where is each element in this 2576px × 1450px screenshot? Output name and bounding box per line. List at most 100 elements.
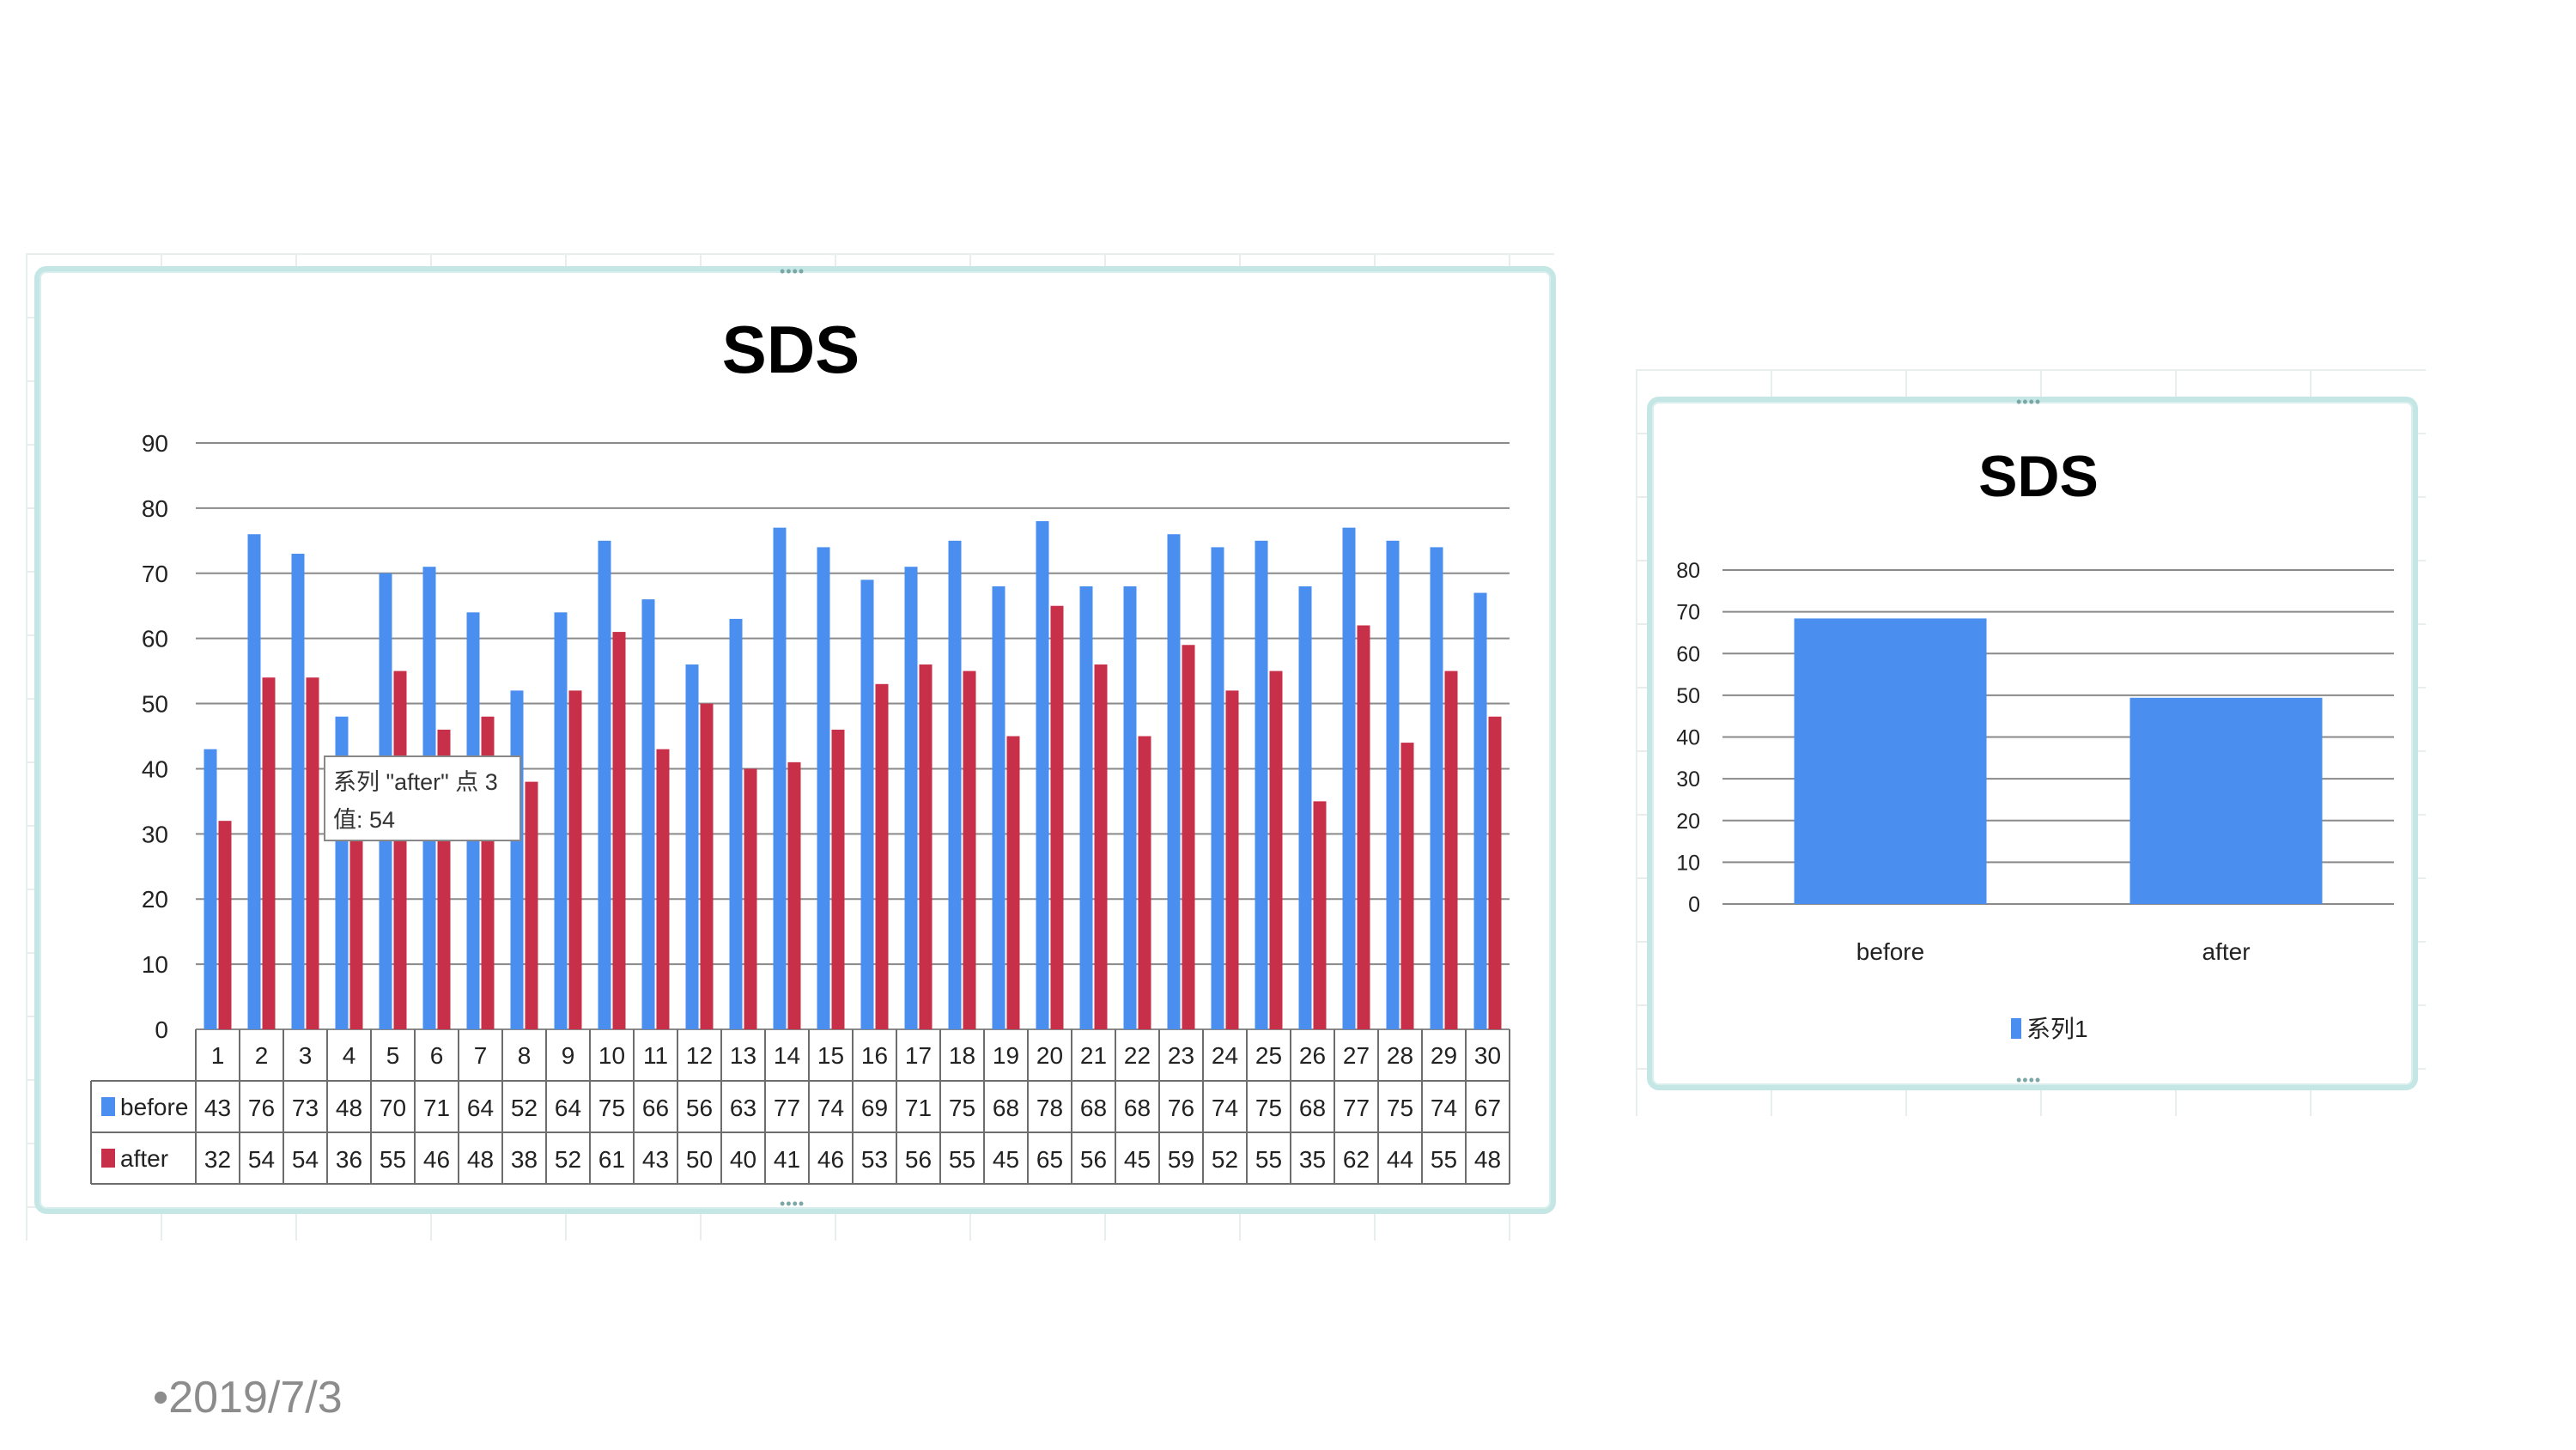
chart-frame-right[interactable]: •••• •••• SDS 0 10 20 30 40 50 60 70 80 before af…	[1647, 393, 2418, 1090]
data-label: 75	[1387, 1095, 1413, 1121]
resize-handle-top[interactable]: ••••	[780, 263, 805, 280]
bar-after	[1488, 716, 1502, 1029]
x-tick-label: 19	[993, 1042, 1019, 1069]
data-label: 67	[1474, 1095, 1501, 1121]
x-tick-label: 11	[643, 1042, 668, 1069]
x-tick-label: 2	[255, 1042, 269, 1069]
data-label: 44	[1387, 1146, 1413, 1173]
x-tick-label: 5	[386, 1042, 400, 1069]
data-label: 74	[1212, 1095, 1238, 1121]
x-tick-label: 15	[817, 1042, 844, 1069]
bar-before	[247, 534, 261, 1029]
bar-before	[1255, 540, 1268, 1029]
resize-handle-bottom-right[interactable]: ••••	[2016, 1071, 2042, 1089]
resize-handle-top-right[interactable]: ••••	[2016, 393, 2042, 410]
bar-after	[1094, 664, 1108, 1029]
x-tick-label: 25	[1255, 1042, 1282, 1069]
tooltip-box	[324, 755, 521, 841]
bar-before	[817, 547, 830, 1029]
bar-after	[656, 749, 670, 1029]
bar-after	[1269, 670, 1283, 1029]
legend-label: 系列1	[2026, 1016, 2088, 1042]
bar-after	[262, 677, 276, 1029]
bar-after	[1138, 736, 1151, 1029]
y-tick-label: 50	[142, 691, 168, 718]
data-label: 56	[905, 1146, 932, 1173]
data-label: 78	[1036, 1095, 1063, 1121]
data-label: 45	[993, 1146, 1019, 1173]
bar-before	[729, 618, 743, 1029]
bar-after	[612, 632, 626, 1029]
bar-before	[1167, 534, 1181, 1029]
bar-before	[1036, 521, 1049, 1029]
tooltip-series-line: 系列 "after" 点 3	[333, 769, 498, 795]
resize-handle-bottom[interactable]: ••••	[780, 1195, 805, 1212]
bar-before	[1386, 540, 1400, 1029]
data-label: 76	[248, 1095, 275, 1121]
bar-before	[1079, 585, 1093, 1029]
data-label: 52	[555, 1146, 581, 1173]
y-tick-label: 40	[142, 755, 168, 782]
bar-after	[218, 821, 232, 1029]
bar-after	[963, 670, 976, 1029]
x-tick-label: 21	[1080, 1042, 1107, 1069]
bar-before	[291, 554, 305, 1029]
data-label: 74	[817, 1095, 844, 1121]
bar-after	[1357, 625, 1370, 1029]
data-label: 64	[555, 1095, 581, 1121]
bar-before	[992, 585, 1005, 1029]
bar-before	[860, 579, 874, 1029]
x-tick-label: 18	[949, 1042, 975, 1069]
data-label: 75	[598, 1095, 625, 1121]
x-tick-label: 29	[1431, 1042, 1457, 1069]
data-label: 68	[1080, 1095, 1107, 1121]
bar-after	[1400, 743, 1414, 1029]
y-tick-label: 80	[142, 495, 168, 522]
bar-after	[1182, 645, 1195, 1029]
y-tick-label: 90	[142, 430, 168, 457]
data-label: 71	[905, 1095, 932, 1121]
tooltip-value-line: 值: 54	[333, 807, 395, 833]
bar-before	[1298, 585, 1312, 1029]
data-label: 64	[467, 1095, 494, 1121]
data-label: 71	[423, 1095, 450, 1121]
y-tick-label: 70	[1676, 601, 1700, 625]
data-label: 45	[1124, 1146, 1151, 1173]
x-tick-label: 7	[474, 1042, 488, 1069]
data-label: 54	[292, 1146, 319, 1173]
x-tick-label: 26	[1299, 1042, 1326, 1069]
bar-after	[568, 690, 582, 1029]
y-tick-label: 80	[1676, 559, 1700, 583]
bar-before	[948, 540, 962, 1029]
data-label: 73	[292, 1095, 319, 1121]
data-label: 77	[1343, 1095, 1370, 1121]
chart-title: SDS	[1978, 444, 2099, 509]
y-tick-label: 60	[1676, 642, 1700, 666]
y-tick-label: 30	[1676, 767, 1700, 792]
bar-before	[904, 567, 918, 1029]
bar-after	[1225, 690, 1239, 1029]
bar-after	[306, 677, 319, 1029]
data-label: 63	[730, 1095, 756, 1121]
data-label: 75	[949, 1095, 975, 1121]
data-label: 77	[774, 1095, 800, 1121]
data-label: 38	[511, 1146, 538, 1173]
data-label: 66	[642, 1095, 669, 1121]
data-label: 46	[817, 1146, 844, 1173]
data-label: 65	[1036, 1146, 1063, 1173]
bar-before	[510, 690, 524, 1029]
data-label: 68	[1299, 1095, 1326, 1121]
bar-after	[525, 781, 538, 1029]
x-tick-label: 13	[730, 1042, 756, 1069]
bar-after	[875, 683, 889, 1029]
bar	[1794, 618, 1987, 904]
x-tick-label: 10	[598, 1042, 625, 1069]
data-label: 41	[774, 1146, 800, 1173]
x-tick-label: 17	[905, 1042, 932, 1069]
data-label: 52	[511, 1095, 538, 1121]
bar-after	[787, 761, 801, 1029]
x-tick-label: 23	[1168, 1042, 1194, 1069]
x-tick-label: 27	[1343, 1042, 1370, 1069]
